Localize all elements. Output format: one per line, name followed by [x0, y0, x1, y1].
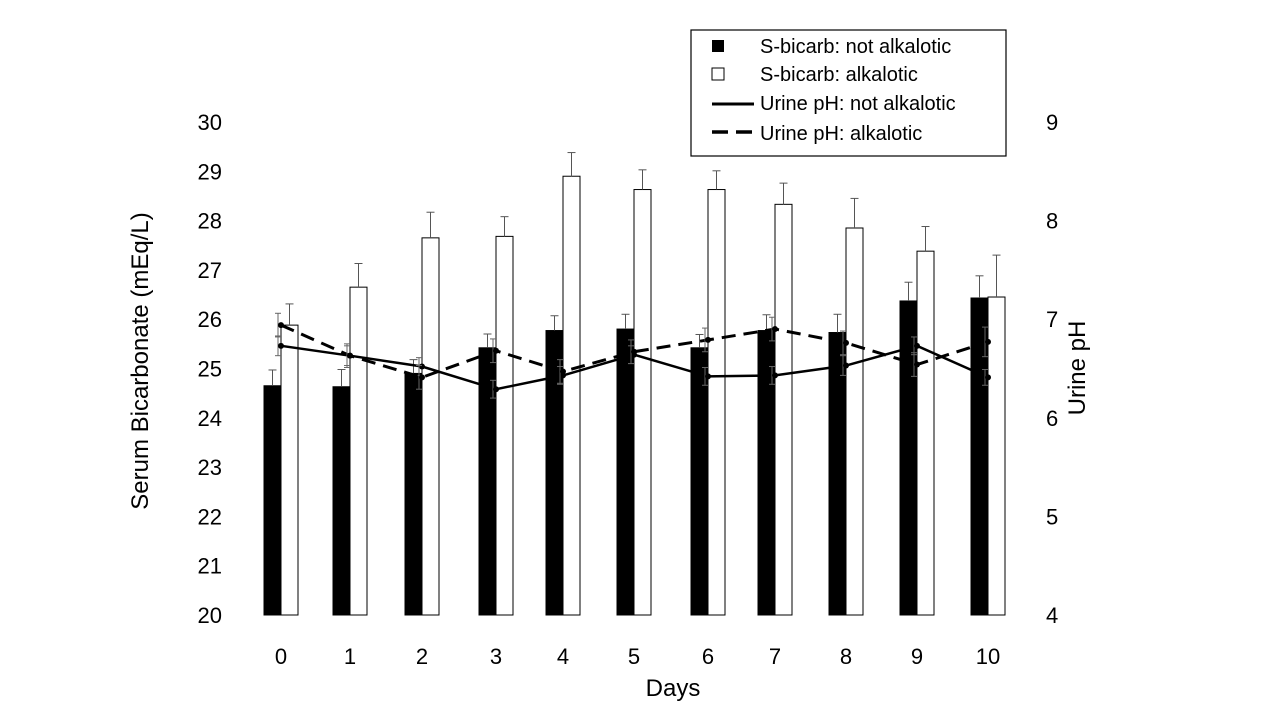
ph-point-dashed-day-8	[843, 339, 849, 346]
bar-alkalotic-day-6	[707, 189, 726, 616]
bar-alkalotic-day-1	[349, 286, 368, 616]
ph-point-dashed-day-6	[705, 336, 711, 343]
x-tick-label-8: 8	[840, 644, 852, 669]
x-tick-label-7: 7	[769, 644, 781, 669]
bar-alkalotic-day-9	[916, 250, 935, 616]
x-tick-label-2: 2	[416, 644, 428, 669]
ph-point-dashed-day-10	[985, 338, 991, 345]
ph-point-dashed-day-1	[347, 352, 353, 359]
x-tick-label-6: 6	[702, 644, 714, 669]
ph-point-solid-day-7	[772, 372, 778, 379]
y2-tick-label-9: 9	[1046, 110, 1058, 135]
bar-alkalotic-day-7	[774, 203, 793, 616]
ph-point-solid-day-2	[419, 363, 425, 370]
y-tick-label-23: 23	[198, 455, 222, 480]
x-tick-label-5: 5	[628, 644, 640, 669]
x-axis-title: Days	[646, 675, 701, 702]
bar-not-alkalotic-day-2	[404, 372, 423, 616]
y-tick-label-28: 28	[198, 209, 222, 234]
lines-layer	[275, 312, 991, 399]
ph-point-dashed-day-4	[560, 368, 566, 375]
x-tick-label-1: 1	[344, 644, 356, 669]
y2-tick-label-6: 6	[1046, 406, 1058, 431]
y-tick-label-21: 21	[198, 554, 222, 579]
bar-alkalotic-day-0	[280, 324, 299, 616]
legend-box	[690, 29, 1007, 157]
ph-point-dashed-day-9	[914, 361, 920, 368]
ph-point-solid-day-10	[985, 374, 991, 381]
x-tick-label-3: 3	[490, 644, 502, 669]
bar-alkalotic-day-2	[421, 237, 440, 616]
y2-tick-label-8: 8	[1046, 209, 1058, 234]
y2-axis-title: Urine pH	[1064, 321, 1091, 416]
y-tick-label-22: 22	[198, 504, 222, 529]
x-tick-label-0: 0	[275, 644, 287, 669]
y-tick-label-25: 25	[198, 357, 222, 382]
ph-point-solid-day-9	[914, 342, 920, 349]
ph-point-solid-day-0	[278, 342, 284, 349]
bar-alkalotic-day-10	[987, 296, 1006, 616]
legend: S-bicarb: not alkalotic S-bicarb: alkalo…	[690, 29, 1007, 157]
legend-label-1: S-bicarb: alkalotic	[760, 64, 918, 86]
ph-point-solid-day-6	[705, 373, 711, 380]
x-tick-label-4: 4	[557, 644, 569, 669]
ph-point-dashed-day-0	[278, 322, 284, 329]
ph-point-dashed-day-7	[772, 326, 778, 333]
legend-label-3: Urine pH: alkalotic	[760, 123, 922, 145]
bar-not-alkalotic-day-0	[263, 385, 282, 616]
bar-alkalotic-day-5	[633, 189, 652, 616]
y-tick-label-27: 27	[198, 258, 222, 283]
bar-alkalotic-day-4	[562, 175, 581, 616]
ph-point-dashed-day-5	[631, 348, 637, 355]
bar-not-alkalotic-day-5	[616, 328, 635, 616]
bar-alkalotic-day-8	[845, 227, 864, 616]
x-tick-label-10: 10	[976, 644, 1000, 669]
ph-point-dashed-day-2	[419, 374, 425, 381]
bar-not-alkalotic-day-1	[332, 386, 351, 616]
y-tick-label-24: 24	[198, 406, 222, 431]
ph-point-dashed-day-3	[493, 347, 499, 354]
y2-tick-label-7: 7	[1046, 307, 1058, 332]
bar-alkalotic-day-3	[495, 235, 514, 616]
x-tick-label-9: 9	[911, 644, 923, 669]
legend-swatch-bar-alkalotic	[711, 67, 725, 81]
y-axis-title: Serum Bicarbonate (mEq/L)	[127, 212, 154, 509]
y-tick-label-26: 26	[198, 307, 222, 332]
bar-not-alkalotic-day-6	[690, 347, 709, 616]
legend-label-2: Urine pH: not alkalotic	[760, 93, 956, 115]
legend-swatch-bar-not-alkalotic	[712, 40, 724, 52]
y-tick-label-29: 29	[198, 159, 222, 184]
y2-tick-label-4: 4	[1046, 603, 1058, 628]
y2-tick-label-5: 5	[1046, 504, 1058, 529]
y-tick-label-30: 30	[198, 110, 222, 135]
bars-layer	[263, 152, 1006, 616]
y-tick-label-20: 20	[198, 603, 222, 628]
ph-point-solid-day-8	[843, 362, 849, 369]
legend-label-0: S-bicarb: not alkalotic	[760, 36, 951, 58]
ph-point-solid-day-3	[493, 386, 499, 393]
